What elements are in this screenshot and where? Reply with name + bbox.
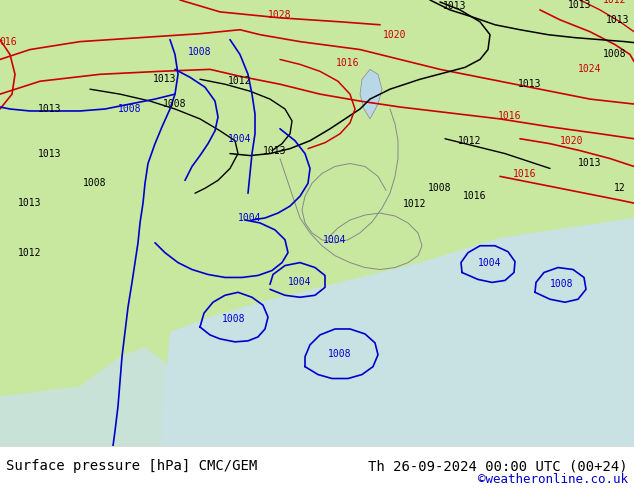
Text: 1020: 1020 — [383, 30, 407, 40]
Text: 1016: 1016 — [463, 191, 487, 201]
Text: 1004: 1004 — [238, 213, 262, 223]
Text: 1004: 1004 — [478, 258, 501, 268]
Text: 1008: 1008 — [223, 314, 246, 324]
Text: 1012: 1012 — [458, 136, 482, 146]
Text: 12: 12 — [614, 183, 626, 193]
Text: 1008: 1008 — [550, 279, 574, 290]
Text: 1028: 1028 — [268, 10, 292, 20]
Text: 1004: 1004 — [228, 134, 252, 144]
Text: 1013: 1013 — [153, 74, 177, 84]
Text: 1008: 1008 — [603, 49, 627, 59]
Text: 1013: 1013 — [606, 15, 630, 25]
Text: 1004: 1004 — [288, 277, 312, 288]
Text: 1008: 1008 — [188, 47, 212, 56]
Text: Th 26-09-2024 00:00 UTC (00+24): Th 26-09-2024 00:00 UTC (00+24) — [368, 459, 628, 473]
Text: 1008: 1008 — [328, 349, 352, 359]
Text: 1013: 1013 — [518, 79, 541, 89]
Text: 1016: 1016 — [498, 111, 522, 121]
Text: 1013: 1013 — [263, 146, 287, 156]
Text: 1024: 1024 — [578, 64, 602, 74]
Text: 1016: 1016 — [336, 58, 359, 69]
Text: 1013: 1013 — [38, 104, 61, 114]
Text: 1008: 1008 — [428, 183, 452, 193]
Text: ©weatheronline.co.uk: ©weatheronline.co.uk — [477, 472, 628, 486]
Text: Surface pressure [hPa] CMC/GEM: Surface pressure [hPa] CMC/GEM — [6, 459, 257, 473]
Text: 1008: 1008 — [119, 104, 142, 114]
Text: 1012: 1012 — [228, 76, 252, 86]
Text: 1013: 1013 — [18, 198, 42, 208]
Text: 1020: 1020 — [560, 136, 584, 146]
Text: 1012: 1012 — [18, 247, 42, 258]
Text: 1013: 1013 — [38, 148, 61, 159]
Polygon shape — [160, 218, 634, 446]
Polygon shape — [360, 70, 382, 119]
Text: 1004: 1004 — [323, 235, 347, 245]
Text: 1013: 1013 — [578, 158, 602, 169]
Text: 1013: 1013 — [443, 1, 467, 11]
Polygon shape — [0, 347, 170, 446]
Text: 1012: 1012 — [603, 0, 627, 5]
Text: 1016: 1016 — [514, 170, 537, 179]
Text: 1008: 1008 — [83, 178, 107, 188]
Text: 1012: 1012 — [403, 199, 427, 209]
Text: 1013: 1013 — [568, 0, 592, 10]
Text: 016: 016 — [0, 37, 17, 47]
Text: 1008: 1008 — [163, 99, 187, 109]
